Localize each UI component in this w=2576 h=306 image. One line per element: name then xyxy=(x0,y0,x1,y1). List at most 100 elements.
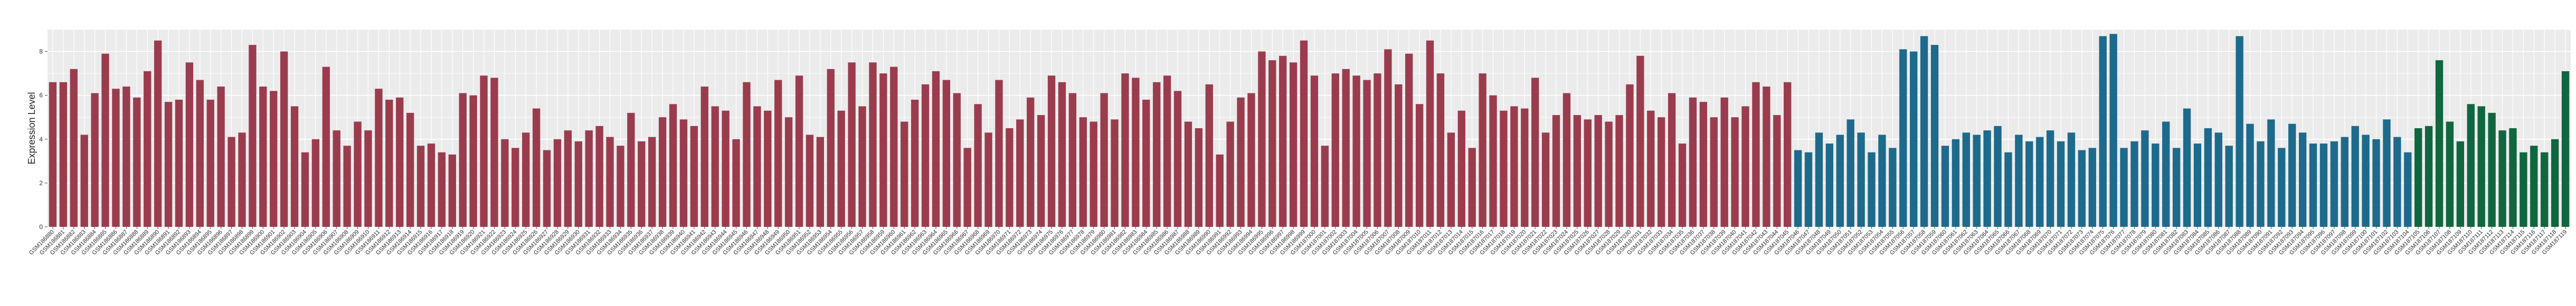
bar-GSM186948 xyxy=(764,110,772,227)
bar-GSM187044 xyxy=(1773,115,1781,227)
bar-GSM186971 xyxy=(1006,128,1014,227)
bar-GSM187071 xyxy=(2057,141,2065,227)
bar-GSM186963 xyxy=(921,84,930,227)
bar-GSM187088 xyxy=(2236,36,2243,227)
bar-GSM186895 xyxy=(206,99,214,227)
bar-GSM186919 xyxy=(459,93,467,227)
plot-panel xyxy=(48,30,2571,227)
bar-GSM186890 xyxy=(154,40,162,227)
y-tick-label: 2 xyxy=(39,179,43,187)
bar-GSM187015 xyxy=(1468,148,1476,227)
bar-GSM186905 xyxy=(311,139,320,227)
bar-GSM187025 xyxy=(1573,115,1581,227)
bar-GSM187068 xyxy=(2025,141,2033,227)
bar-GSM187109 xyxy=(2456,141,2465,227)
bar-GSM187040 xyxy=(1731,117,1739,227)
bar-GSM186927 xyxy=(543,150,551,227)
bar-GSM186938 xyxy=(658,117,667,227)
bar-GSM187045 xyxy=(1784,82,1792,227)
bar-GSM186951 xyxy=(795,75,803,227)
bar-GSM186959 xyxy=(879,73,887,227)
bar-GSM187096 xyxy=(2319,144,2328,227)
bar-GSM187051 xyxy=(1846,119,1854,227)
x-axis: GSM186880GSM186881GSM186882GSM186883GSM1… xyxy=(28,227,2568,256)
bar-GSM187018 xyxy=(1500,110,1508,227)
bar-GSM187053 xyxy=(1868,152,1876,227)
bar-GSM187078 xyxy=(2130,141,2138,227)
bar-GSM186999 xyxy=(1300,40,1308,227)
bar-GSM187103 xyxy=(2393,137,2401,227)
bar-GSM186884 xyxy=(91,93,99,227)
bar-GSM186962 xyxy=(911,99,919,227)
bar-GSM186942 xyxy=(700,87,708,227)
bar-GSM186908 xyxy=(343,146,351,227)
bar-GSM187029 xyxy=(1615,115,1623,227)
bar-GSM187014 xyxy=(1457,110,1465,227)
bar-GSM186930 xyxy=(574,141,582,227)
bar-GSM187069 xyxy=(2036,137,2044,227)
bar-GSM187072 xyxy=(2067,132,2076,227)
bar-GSM187106 xyxy=(2425,126,2433,227)
bar-GSM186994 xyxy=(1247,93,1255,227)
bar-GSM187085 xyxy=(2204,128,2212,227)
bar-GSM186947 xyxy=(753,106,761,227)
bar-GSM187095 xyxy=(2309,144,2317,227)
bar-GSM187060 xyxy=(1941,146,1949,227)
bar-GSM186973 xyxy=(1027,97,1035,227)
bar-GSM187101 xyxy=(2372,139,2380,227)
bar-GSM187067 xyxy=(2015,135,2023,227)
bar-GSM186939 xyxy=(669,104,677,227)
bar-GSM186995 xyxy=(1258,51,1266,227)
bar-GSM186929 xyxy=(564,130,572,227)
bar-GSM186972 xyxy=(1016,119,1024,227)
bar-GSM187049 xyxy=(1825,144,1834,227)
bar-GSM186980 xyxy=(1100,93,1108,227)
bar-GSM187064 xyxy=(1983,130,1991,227)
bar-GSM187112 xyxy=(2488,112,2496,227)
bar-GSM187010 xyxy=(1415,104,1424,227)
bars xyxy=(49,34,2570,227)
bar-GSM187038 xyxy=(1710,117,1718,227)
bar-GSM186904 xyxy=(301,152,309,227)
bar-GSM186898 xyxy=(238,132,246,227)
bar-GSM186979 xyxy=(1090,121,1097,227)
bar-GSM186937 xyxy=(648,137,656,227)
y-tick-label: 8 xyxy=(39,48,43,55)
bar-GSM187055 xyxy=(1889,148,1897,227)
bar-GSM187033 xyxy=(1658,117,1665,227)
bar-GSM186893 xyxy=(185,62,194,227)
bar-GSM187016 xyxy=(1479,73,1486,227)
bar-GSM186894 xyxy=(196,80,204,227)
bar-GSM187023 xyxy=(1552,115,1560,227)
bar-GSM187107 xyxy=(2435,60,2444,227)
bar-GSM187041 xyxy=(1741,106,1749,227)
bar-GSM186896 xyxy=(217,87,225,227)
bar-GSM187084 xyxy=(2193,144,2202,227)
y-axis-label: Expression Level xyxy=(26,92,37,164)
bar-GSM187057 xyxy=(1910,51,1918,227)
bar-GSM187012 xyxy=(1436,73,1445,227)
bar-GSM186961 xyxy=(901,121,908,227)
bar-GSM187020 xyxy=(1521,108,1529,227)
bar-GSM186956 xyxy=(848,62,856,227)
bar-GSM186978 xyxy=(1079,117,1087,227)
bar-GSM187119 xyxy=(2561,71,2570,227)
bar-GSM187035 xyxy=(1678,144,1687,227)
bar-GSM186882 xyxy=(70,69,78,227)
bar-GSM186941 xyxy=(690,126,698,227)
bar-GSM186964 xyxy=(932,71,940,227)
bar-GSM187030 xyxy=(1626,84,1634,227)
bar-GSM186889 xyxy=(144,71,151,227)
bar-GSM186886 xyxy=(112,89,120,227)
bar-GSM187094 xyxy=(2298,132,2307,227)
bar-GSM186960 xyxy=(890,66,898,227)
bar-GSM186946 xyxy=(743,82,751,227)
bar-GSM186913 xyxy=(396,97,404,227)
bar-GSM186992 xyxy=(1226,121,1234,227)
bar-GSM186968 xyxy=(974,104,982,227)
bar-GSM186969 xyxy=(984,132,992,227)
bar-GSM187005 xyxy=(1363,80,1371,227)
bar-GSM186902 xyxy=(280,51,288,227)
bar-GSM187024 xyxy=(1562,93,1571,227)
bar-GSM187017 xyxy=(1489,95,1497,227)
